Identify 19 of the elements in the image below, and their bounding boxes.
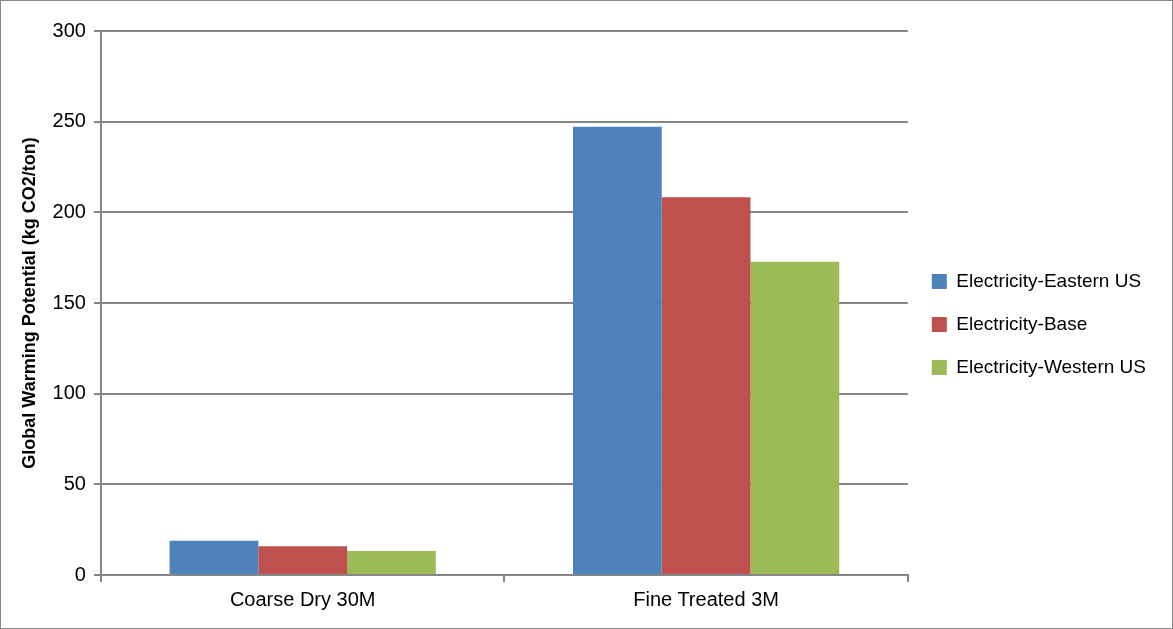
legend-label: Electricity-Western US	[956, 355, 1146, 377]
bar	[572, 126, 662, 574]
bar	[169, 540, 259, 574]
bar	[258, 546, 348, 574]
y-tick-label: 200	[52, 199, 86, 222]
y-tick-label: 150	[52, 290, 86, 313]
y-tick-label: 250	[52, 109, 86, 132]
y-tick-label: 100	[52, 381, 86, 404]
bar	[750, 261, 840, 574]
y-tick-label: 50	[63, 471, 86, 494]
legend-label: Electricity-Eastern US	[956, 269, 1142, 291]
y-tick-label: 0	[74, 562, 86, 585]
bar	[347, 551, 436, 574]
y-axis-title: Global Warming Potential (kg CO2/ton)	[18, 137, 39, 469]
x-tick-label: Coarse Dry 30M	[229, 587, 376, 610]
bar	[661, 197, 751, 574]
y-tick-label: 300	[52, 18, 86, 41]
legend-label: Electricity-Base	[956, 312, 1088, 334]
x-tick-label: Fine Treated 3M	[633, 587, 779, 610]
